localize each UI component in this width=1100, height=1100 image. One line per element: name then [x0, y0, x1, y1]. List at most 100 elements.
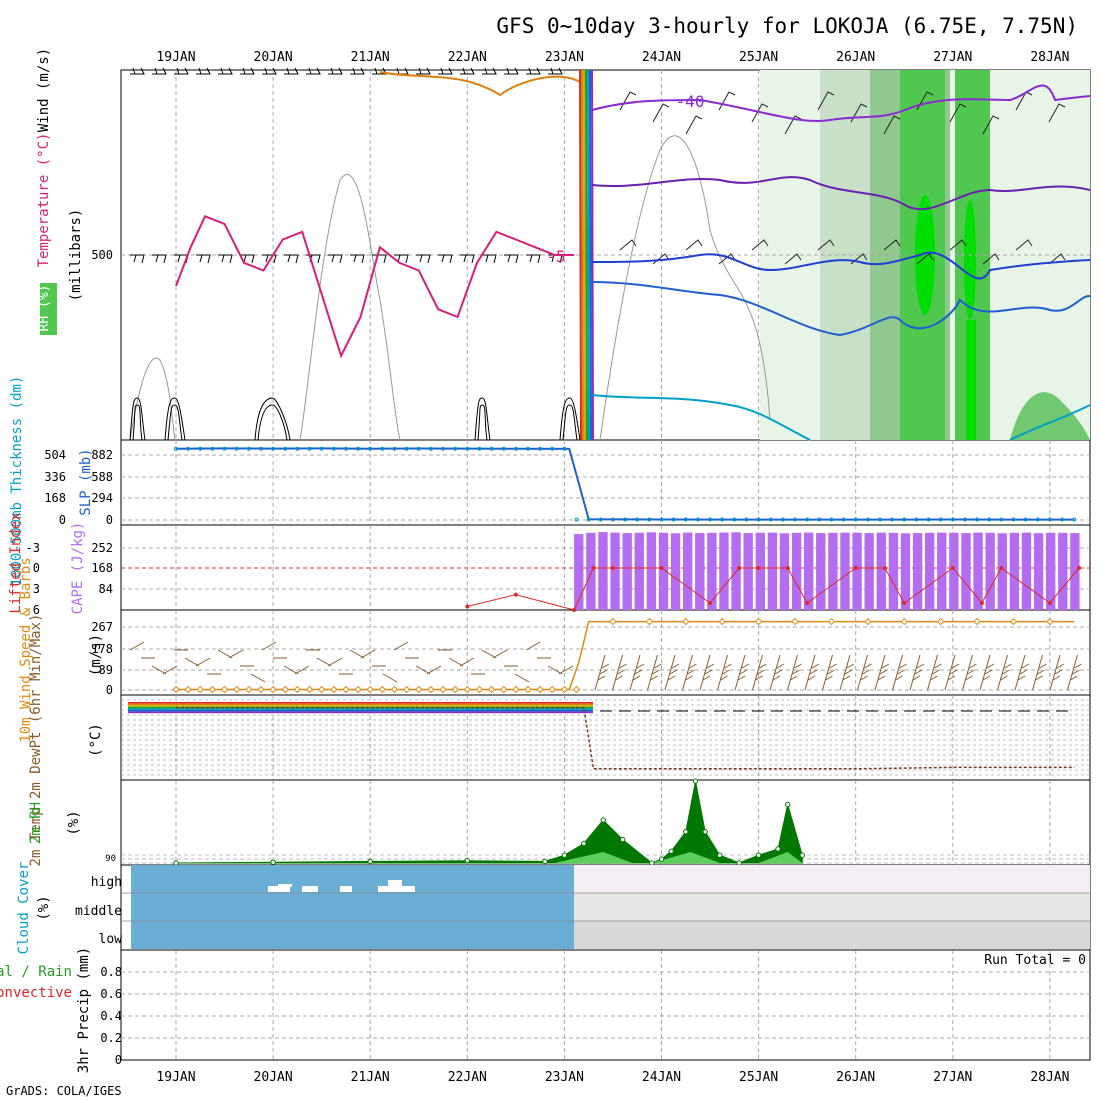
cape-bar — [586, 532, 596, 610]
wind-barb — [822, 654, 837, 691]
mid-wind-barb — [240, 254, 255, 264]
low-level-contour — [559, 397, 581, 441]
slp-marker — [356, 446, 361, 451]
wind-barb — [448, 657, 464, 667]
rh-shade — [1010, 392, 1090, 440]
cape-axis-label: CAPE (J/kg) — [70, 522, 86, 615]
slp-marker — [331, 446, 336, 451]
cloud-cover-area — [131, 865, 574, 949]
wind-axis-label: Wind (m/s) — [36, 48, 52, 132]
wind-speed-line — [176, 620, 1075, 691]
mid-wind-barb — [372, 254, 387, 264]
wind-barb — [195, 657, 211, 667]
cape-bar — [985, 532, 995, 610]
lifted-index-marker — [610, 566, 615, 570]
wind-tick: 178 — [91, 642, 113, 656]
slp-marker — [926, 517, 931, 522]
cloud-mid-bg — [574, 893, 1090, 921]
temperature-axis-label-part: Temperature (°C) — [36, 133, 52, 268]
rh2m-area — [175, 781, 803, 864]
slp-marker — [720, 517, 725, 522]
contour-label-minus5: -5 — [546, 247, 565, 266]
rh2m-area-light — [651, 852, 720, 863]
slp-axis-label-part: SLP (mb) — [78, 448, 94, 515]
upper-wind-barb — [548, 67, 563, 75]
transition-band — [591, 69, 594, 441]
rh2m-marker — [683, 829, 689, 835]
slp-marker — [368, 446, 373, 451]
mid-wind-barb — [328, 254, 343, 264]
low-level-contour — [164, 397, 186, 441]
wind-speed-marker — [609, 617, 617, 626]
temperature-axis-label: Temperature (°C) — [36, 133, 52, 268]
cloud-low-bg — [574, 921, 1090, 949]
wind-speed-axis-label: 10m Wind Speed & Barbs — [18, 557, 34, 742]
wind-barb — [927, 654, 942, 691]
date-label-top: 27JAN — [933, 50, 972, 65]
slp-marker — [392, 446, 397, 451]
wind-speed-marker — [427, 685, 435, 694]
temp-band — [128, 708, 593, 710]
wind-barb — [481, 649, 497, 659]
wind-speed-marker — [196, 685, 204, 694]
slp-marker — [428, 446, 433, 451]
rh2m-marker — [799, 852, 805, 858]
cape-bar — [925, 532, 935, 610]
wind-barb — [909, 654, 925, 691]
upper-wind-barb — [504, 67, 519, 75]
temp-units-label-part: (°C) — [88, 723, 104, 757]
cloud-gap — [340, 886, 352, 892]
lifted-index-marker — [853, 566, 858, 570]
wind-speed-marker — [512, 685, 520, 694]
slp-marker — [416, 446, 421, 451]
wind-barb — [769, 654, 785, 691]
slp-marker — [198, 446, 203, 451]
slp-marker — [186, 446, 191, 451]
rh2m-marker — [692, 778, 699, 784]
wind-speed-marker — [378, 685, 387, 694]
mid-wind-barb — [526, 254, 541, 264]
cape-bar — [1009, 532, 1020, 610]
slp-marker — [671, 517, 676, 522]
rh2m-marker — [270, 859, 276, 865]
rh2m-marker — [173, 860, 179, 866]
precip-tick: 0.8 — [100, 965, 122, 979]
upper-wind-barb — [817, 91, 835, 111]
cloud-units-label: (%) — [36, 895, 52, 920]
mid-wind-barb — [883, 239, 901, 251]
cape-bar — [997, 533, 1007, 610]
wind-barb — [415, 665, 431, 675]
cape-bar — [622, 533, 632, 610]
cape-bar — [961, 533, 971, 610]
upper-air-panel: 500 -5 -40 — [91, 67, 1091, 441]
wind-speed-marker — [366, 685, 374, 694]
rh-contour — [599, 135, 771, 441]
upper-wind-barb — [883, 115, 901, 135]
cape-bar — [864, 533, 874, 610]
wind-speed-marker — [524, 685, 532, 694]
precip-axis-label-part: 3hr Precip (mm) — [76, 947, 92, 1073]
date-label-bottom: 20JAN — [254, 1070, 293, 1085]
mid-wind-barb — [685, 239, 703, 251]
slp-marker — [1035, 517, 1040, 522]
slp-marker — [477, 446, 482, 451]
slp-marker — [513, 446, 518, 451]
slp-line — [175, 447, 1075, 521]
rh-axis-label: RH (%) — [37, 285, 52, 332]
wind-speed-marker — [487, 685, 496, 694]
wind-speed-marker — [439, 685, 447, 694]
upper-wind-barb — [284, 67, 299, 75]
slp-marker — [538, 446, 543, 451]
thickness-tick: 336 — [44, 470, 66, 484]
cloud-gap — [378, 886, 415, 892]
slp-marker — [805, 517, 810, 522]
wind-speed-marker — [682, 617, 690, 626]
slp-marker — [453, 446, 458, 451]
rh2m-marker — [464, 857, 470, 864]
wind-speed-marker — [1009, 617, 1018, 626]
slp-marker — [890, 517, 895, 522]
wind-barb — [294, 665, 310, 675]
slp-marker — [877, 517, 882, 522]
temp-contour — [591, 394, 811, 441]
wind-barb — [316, 657, 332, 667]
